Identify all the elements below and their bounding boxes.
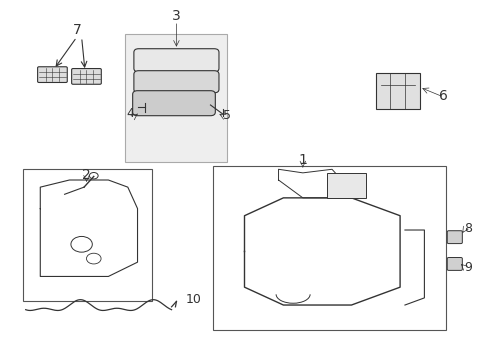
FancyBboxPatch shape (134, 71, 219, 93)
Bar (326, 173, 366, 198)
FancyBboxPatch shape (447, 257, 461, 270)
Text: 4: 4 (126, 107, 134, 120)
Text: 7: 7 (72, 23, 81, 37)
Bar (375, 73, 419, 109)
FancyBboxPatch shape (447, 231, 461, 244)
FancyBboxPatch shape (72, 68, 101, 84)
Text: 6: 6 (438, 89, 447, 103)
Text: 2: 2 (82, 168, 91, 182)
Text: 1: 1 (298, 153, 306, 167)
Text: 3: 3 (172, 9, 181, 23)
Text: 10: 10 (186, 293, 202, 306)
Text: 5: 5 (223, 109, 231, 122)
Text: 9: 9 (463, 261, 471, 274)
Bar (212, 166, 446, 330)
Bar (125, 33, 227, 162)
FancyBboxPatch shape (132, 91, 215, 116)
FancyBboxPatch shape (134, 49, 219, 72)
FancyBboxPatch shape (38, 67, 67, 82)
Text: 8: 8 (463, 222, 471, 235)
Bar (23, 169, 152, 301)
